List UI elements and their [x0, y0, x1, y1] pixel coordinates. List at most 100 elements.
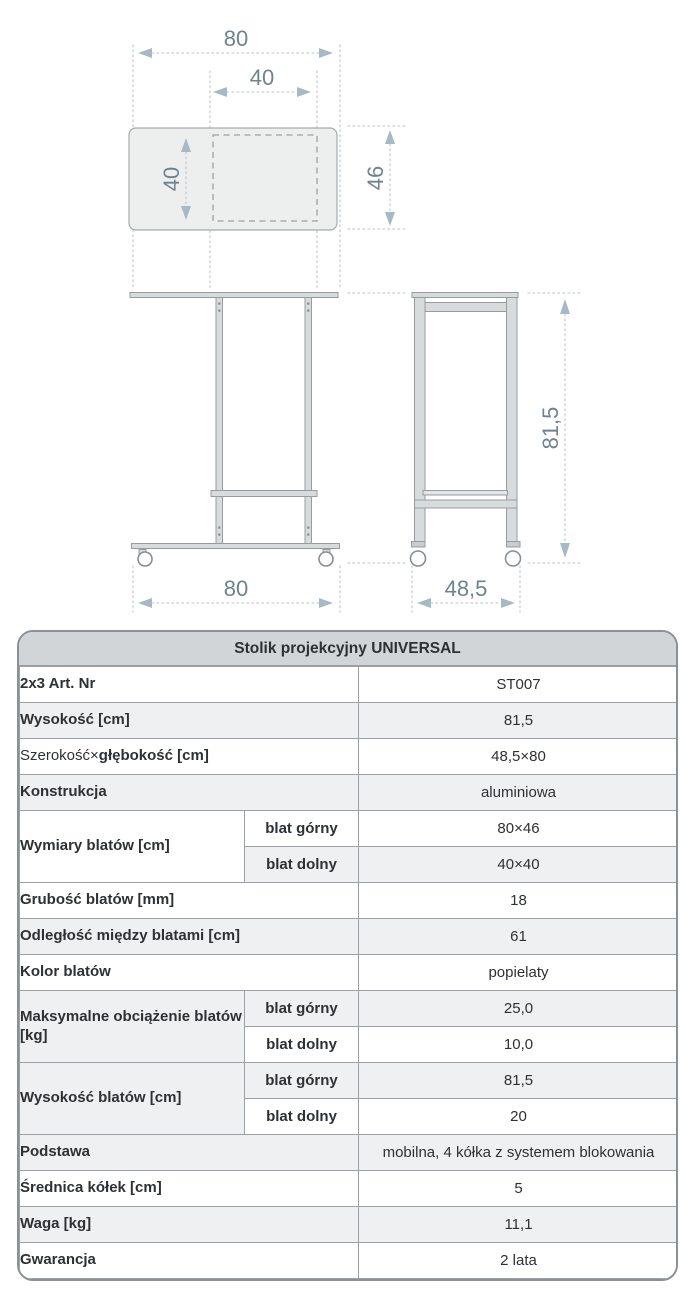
- table-row: Szerokość×głębokość [cm] 48,5×80: [19, 738, 676, 775]
- row-label: Podstawa: [19, 1134, 359, 1171]
- dim-label-inner-width: 40: [250, 65, 274, 90]
- row-label-prefix: Szerokość×: [20, 747, 99, 765]
- arrow-left-icon: [138, 598, 152, 608]
- dim-label-depth: 46: [363, 166, 388, 190]
- row-label: Wysokość blatów [cm]: [19, 1062, 245, 1135]
- row-label: Szerokość×głębokość [cm]: [19, 738, 359, 775]
- table-row: Podstawa mobilna, 4 kółka z systemem blo…: [19, 1134, 676, 1171]
- spec-table-grid: 2x3 Art. Nr ST007 Wysokość [cm] 81,5 Sze…: [19, 666, 676, 1279]
- row-label-bold: głębokość [cm]: [98, 747, 209, 765]
- row-label: Średnica kółek [cm]: [19, 1170, 359, 1207]
- front-view-drawing: [129, 292, 340, 567]
- table-row: Grubość blatów [mm] 18: [19, 882, 676, 919]
- row-value: aluminiowa: [358, 774, 676, 811]
- front-right-caster: [318, 551, 334, 567]
- row-label: Waga [kg]: [19, 1206, 359, 1243]
- table-row: blat dolny 40×40: [20, 846, 676, 883]
- front-mid-shelf: [210, 490, 318, 497]
- arrow-left-icon: [417, 598, 431, 608]
- arrow-down-icon: [181, 206, 191, 220]
- dim-inner-depth: 40: [159, 138, 191, 220]
- arrow-left-icon: [213, 87, 227, 97]
- table-row: Wysokość blatów [cm] blat górny 81,5: [19, 1062, 676, 1135]
- side-right-caster: [504, 550, 522, 567]
- front-screw-holes: [218, 302, 310, 536]
- row-value: 5: [358, 1170, 676, 1207]
- arrow-left-icon: [138, 48, 152, 58]
- front-left-caster: [137, 551, 153, 567]
- front-right-leg: [304, 297, 312, 544]
- top-view-drawing: [128, 127, 338, 231]
- dim-height: 81,5: [538, 299, 570, 558]
- lower-shelf-dashed-outline: [212, 134, 318, 222]
- row-label: Kolor blatów: [19, 954, 359, 991]
- technical-drawing: 80 40 40 46: [128, 26, 581, 613]
- row-value: 81,5: [358, 702, 676, 739]
- side-top-plate: [411, 292, 519, 298]
- arrow-up-icon: [181, 138, 191, 152]
- row-sublabel: blat górny: [244, 1062, 359, 1099]
- row-label: Grubość blatów [mm]: [19, 882, 359, 919]
- side-shelf-edge: [422, 490, 508, 496]
- dim-depth: 46: [363, 130, 395, 226]
- arrow-down-icon: [560, 543, 570, 558]
- row-value: 11,1: [358, 1206, 676, 1243]
- front-base-bar: [131, 543, 340, 549]
- row-sublabel: blat dolny: [244, 1026, 359, 1063]
- row-value: 80×46: [358, 810, 676, 847]
- row-label: Konstrukcja: [19, 774, 359, 811]
- table-row: Wysokość [cm] 81,5: [19, 702, 676, 739]
- side-top-crossbar: [424, 302, 507, 312]
- dim-inner-width: 40: [213, 65, 311, 97]
- dim-label-inner-depth: 40: [159, 167, 184, 191]
- row-value: popielaty: [358, 954, 676, 991]
- arrow-up-icon: [385, 130, 395, 144]
- arrow-right-icon: [319, 48, 333, 58]
- arrow-right-icon: [501, 598, 515, 608]
- row-value: 20: [358, 1098, 676, 1135]
- row-label: Maksymalne obciążenie blatów [kg]: [19, 990, 245, 1063]
- row-sublabel: blat górny: [244, 810, 359, 847]
- front-top-plate: [129, 292, 339, 298]
- table-row: Waga [kg] 11,1: [19, 1206, 676, 1243]
- arrow-right-icon: [319, 598, 333, 608]
- dim-label-front-width: 80: [224, 576, 248, 601]
- table-row: 2x3 Art. Nr ST007: [19, 666, 676, 703]
- row-label: Odległość między blatami [cm]: [19, 918, 359, 955]
- row-value: ST007: [358, 666, 676, 703]
- side-view-drawing: [409, 292, 522, 567]
- row-value: 10,0: [358, 1026, 676, 1063]
- top-shelf-outline: [128, 127, 338, 231]
- spec-table: Stolik projekcyjny UNIVERSAL 2x3 Art. Nr…: [17, 630, 678, 1281]
- arrow-up-icon: [560, 299, 570, 314]
- side-shelf-bar: [414, 499, 518, 509]
- row-label: 2x3 Art. Nr: [19, 666, 359, 703]
- table-row: Kolor blatów popielaty: [19, 954, 676, 991]
- row-value: 2 lata: [358, 1242, 676, 1279]
- table-row: Odległość między blatami [cm] 61: [19, 918, 676, 955]
- front-left-leg: [215, 297, 223, 544]
- row-value: 81,5: [358, 1062, 676, 1099]
- table-row: blat dolny 20: [20, 1098, 676, 1135]
- dim-top-width: 80: [138, 26, 333, 58]
- row-label: Wymiary blatów [cm]: [19, 810, 245, 883]
- table-row: Konstrukcja aluminiowa: [19, 774, 676, 811]
- side-right-foot-cap: [506, 541, 521, 548]
- row-value: 40×40: [358, 846, 676, 883]
- side-left-caster: [409, 550, 427, 567]
- row-value: 25,0: [358, 990, 676, 1027]
- dim-front-width: 80: [138, 576, 333, 608]
- dim-label-side-depth: 48,5: [445, 576, 488, 601]
- row-value: 48,5×80: [358, 738, 676, 775]
- dim-label-height: 81,5: [538, 407, 563, 450]
- table-row: blat dolny 10,0: [20, 1026, 676, 1063]
- dim-label-top-width: 80: [224, 26, 248, 51]
- arrow-down-icon: [385, 212, 395, 226]
- dim-side-depth: 48,5: [417, 576, 515, 608]
- table-row: Wymiary blatów [cm] blat górny 80×46: [19, 810, 676, 883]
- row-value: 18: [358, 882, 676, 919]
- row-label: Wysokość [cm]: [19, 702, 359, 739]
- row-sublabel: blat dolny: [244, 1098, 359, 1135]
- row-sublabel: blat górny: [244, 990, 359, 1027]
